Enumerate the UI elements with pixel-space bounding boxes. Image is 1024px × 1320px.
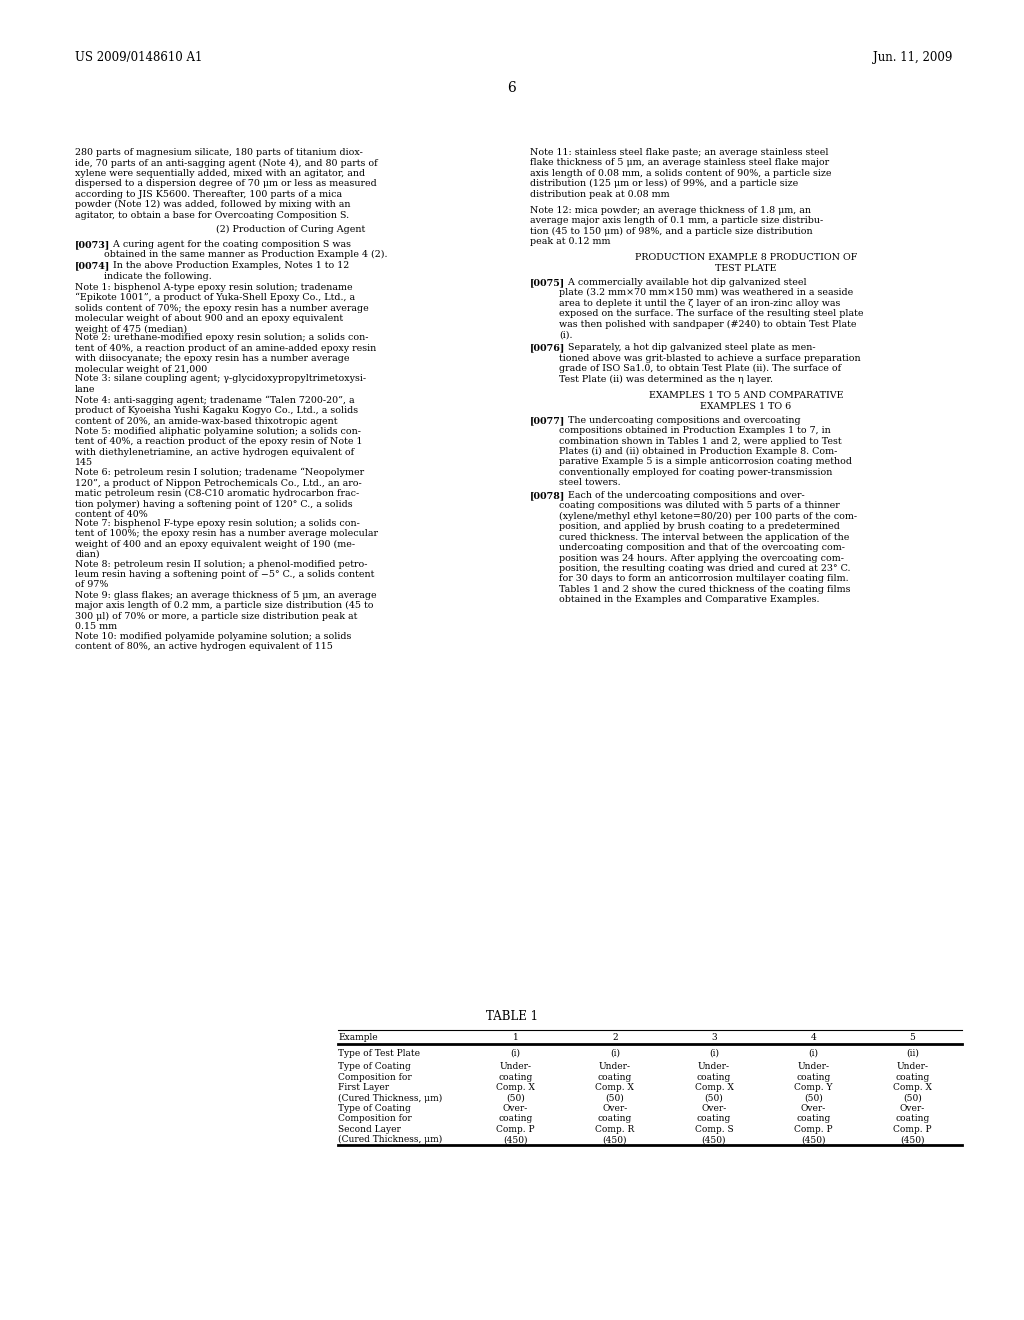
Text: Under-
coating
Comp. X
(50): Under- coating Comp. X (50) xyxy=(497,1063,535,1102)
Text: [0078]: [0078] xyxy=(530,491,565,500)
Text: 280 parts of magnesium silicate, 180 parts of titanium diox-
ide, 70 parts of an: 280 parts of magnesium silicate, 180 par… xyxy=(75,148,378,219)
Text: Note 10: modified polyamide polyamine solution; a solids
content of 80%, an acti: Note 10: modified polyamide polyamine so… xyxy=(75,632,351,651)
Text: Type of Coating
Composition for
Second Layer
(Cured Thickness, μm): Type of Coating Composition for Second L… xyxy=(338,1104,442,1144)
Text: Over-
coating
Comp. P
(450): Over- coating Comp. P (450) xyxy=(893,1104,932,1144)
Text: Over-
coating
Comp. P
(450): Over- coating Comp. P (450) xyxy=(794,1104,833,1144)
Text: TABLE 1: TABLE 1 xyxy=(486,1010,538,1023)
Text: Note 5: modified aliphatic polyamine solution; a solids con-
tent of 40%, a reac: Note 5: modified aliphatic polyamine sol… xyxy=(75,426,362,467)
Text: In the above Production Examples, Notes 1 to 12
indicate the following.: In the above Production Examples, Notes … xyxy=(104,261,350,281)
Text: Note 11: stainless steel flake paste; an average stainless steel
flake thickness: Note 11: stainless steel flake paste; an… xyxy=(530,148,831,199)
Text: [0076]: [0076] xyxy=(530,343,565,352)
Text: Note 7: bisphenol F-type epoxy resin solution; a solids con-
tent of 100%; the e: Note 7: bisphenol F-type epoxy resin sol… xyxy=(75,519,378,558)
Text: 6: 6 xyxy=(508,81,516,95)
Text: 4: 4 xyxy=(810,1034,816,1041)
Text: PRODUCTION EXAMPLE 8 PRODUCTION OF
TEST PLATE: PRODUCTION EXAMPLE 8 PRODUCTION OF TEST … xyxy=(635,253,857,273)
Text: EXAMPLES 1 TO 5 AND COMPARATIVE
EXAMPLES 1 TO 6: EXAMPLES 1 TO 5 AND COMPARATIVE EXAMPLES… xyxy=(649,391,843,411)
Text: A curing agent for the coating composition S was
obtained in the same manner as : A curing agent for the coating compositi… xyxy=(104,240,388,260)
Text: 2: 2 xyxy=(612,1034,617,1041)
Text: (ii): (ii) xyxy=(906,1049,919,1059)
Text: 1: 1 xyxy=(513,1034,518,1041)
Text: Note 9: glass flakes; an average thickness of 5 μm, an average
major axis length: Note 9: glass flakes; an average thickne… xyxy=(75,591,377,631)
Text: [0073]: [0073] xyxy=(75,240,111,249)
Text: Under-
coating
Comp. Y
(50): Under- coating Comp. Y (50) xyxy=(794,1063,833,1102)
Text: Note 6: petroleum resin I solution; tradename “Neopolymer
120”, a product of Nip: Note 6: petroleum resin I solution; trad… xyxy=(75,467,365,519)
Text: 3: 3 xyxy=(712,1034,717,1041)
Text: Note 1: bisphenol A-type epoxy resin solution; tradename
“Epikote 1001”, a produ: Note 1: bisphenol A-type epoxy resin sol… xyxy=(75,282,369,334)
Text: (2) Production of Curing Agent: (2) Production of Curing Agent xyxy=(216,226,366,235)
Text: Under-
coating
Comp. X
(50): Under- coating Comp. X (50) xyxy=(893,1063,932,1102)
Text: Note 4: anti-sagging agent; tradename “Talen 7200-20”, a
product of Kyoeisha Yus: Note 4: anti-sagging agent; tradename “T… xyxy=(75,396,358,426)
Text: Over-
coating
Comp. S
(450): Over- coating Comp. S (450) xyxy=(694,1104,733,1144)
Text: [0074]: [0074] xyxy=(75,261,111,271)
Text: Over-
coating
Comp. P
(450): Over- coating Comp. P (450) xyxy=(497,1104,535,1144)
Text: Type of Coating
Composition for
First Layer
(Cured Thickness, μm): Type of Coating Composition for First La… xyxy=(338,1063,442,1102)
Text: A commercially available hot dip galvanized steel
plate (3.2 mm×70 mm×150 mm) wa: A commercially available hot dip galvani… xyxy=(559,279,864,339)
Text: The undercoating compositions and overcoating
compositions obtained in Productio: The undercoating compositions and overco… xyxy=(559,416,852,487)
Text: 5: 5 xyxy=(909,1034,915,1041)
Text: Note 8: petroleum resin II solution; a phenol-modified petro-
leum resin having : Note 8: petroleum resin II solution; a p… xyxy=(75,560,375,590)
Text: Example: Example xyxy=(338,1034,378,1041)
Text: Note 3: silane coupling agent; γ-glycidoxypropyltrimetoxysi-
lane: Note 3: silane coupling agent; γ-glycido… xyxy=(75,375,367,393)
Text: Under-
coating
Comp. X
(50): Under- coating Comp. X (50) xyxy=(694,1063,733,1102)
Text: US 2009/0148610 A1: US 2009/0148610 A1 xyxy=(75,51,203,65)
Text: [0077]: [0077] xyxy=(530,416,565,425)
Text: Over-
coating
Comp. R
(450): Over- coating Comp. R (450) xyxy=(595,1104,635,1144)
Text: Note 2: urethane-modified epoxy resin solution; a solids con-
tent of 40%, a rea: Note 2: urethane-modified epoxy resin so… xyxy=(75,334,376,374)
Text: Under-
coating
Comp. X
(50): Under- coating Comp. X (50) xyxy=(595,1063,634,1102)
Text: (i): (i) xyxy=(808,1049,818,1059)
Text: (i): (i) xyxy=(610,1049,620,1059)
Text: Each of the undercoating compositions and over-
coating compositions was diluted: Each of the undercoating compositions an… xyxy=(559,491,857,605)
Text: [0075]: [0075] xyxy=(530,279,565,286)
Text: (i): (i) xyxy=(511,1049,520,1059)
Text: Separately, a hot dip galvanized steel plate as men-
tioned above was grit-blast: Separately, a hot dip galvanized steel p… xyxy=(559,343,861,384)
Text: (i): (i) xyxy=(709,1049,719,1059)
Text: Note 12: mica powder; an average thickness of 1.8 μm, an
average major axis leng: Note 12: mica powder; an average thickne… xyxy=(530,206,823,246)
Text: Type of Test Plate: Type of Test Plate xyxy=(338,1049,420,1059)
Text: Jun. 11, 2009: Jun. 11, 2009 xyxy=(872,51,952,65)
